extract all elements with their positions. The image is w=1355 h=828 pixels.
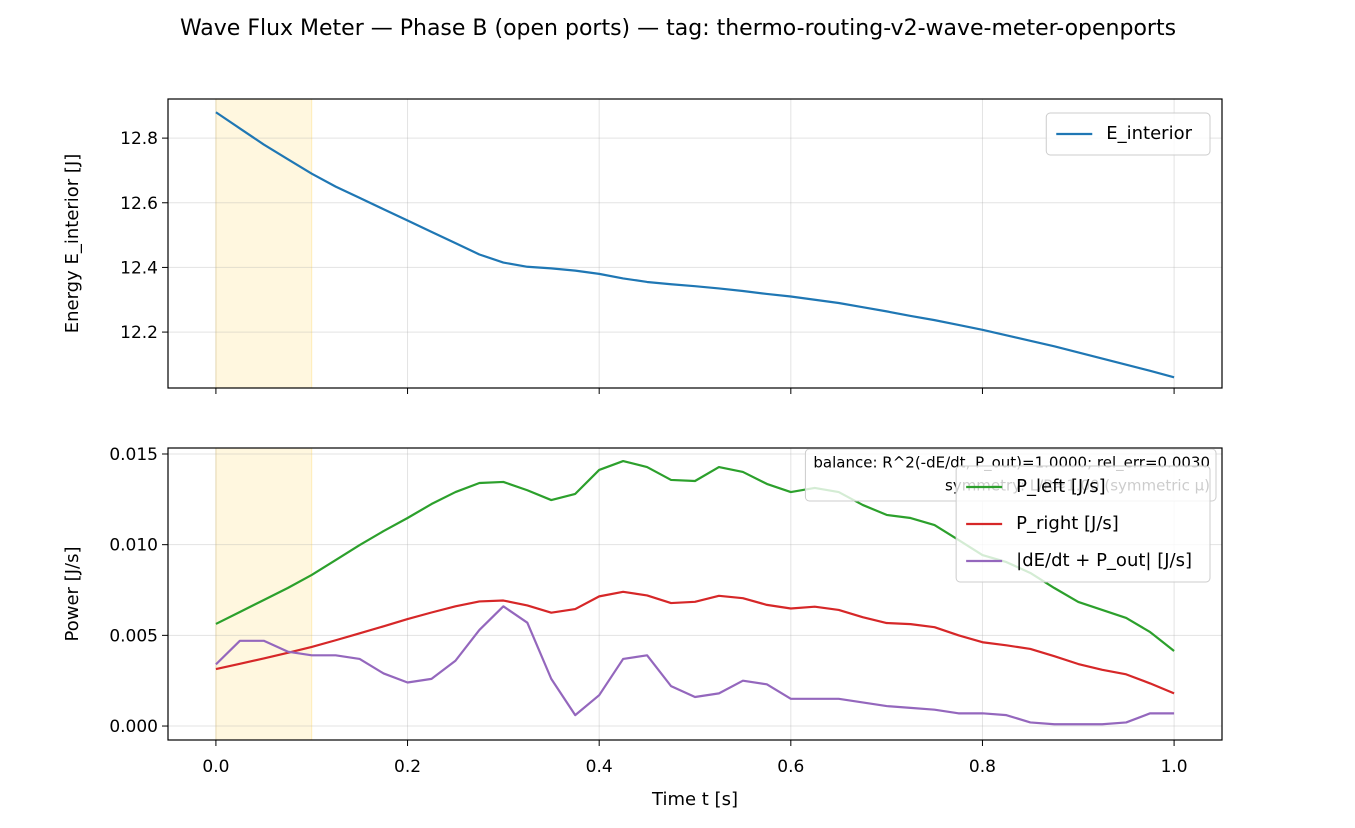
y-axis-label: Energy E_interior [J] <box>62 154 83 334</box>
x-tick-label: 0.0 <box>202 757 229 777</box>
axes-frame <box>167 98 1223 389</box>
x-tick-label: 0.4 <box>586 757 613 777</box>
series-line <box>215 605 1175 726</box>
legend-box <box>1045 112 1211 156</box>
legend-box <box>955 465 1211 583</box>
x-tick-label: 0.8 <box>969 757 996 777</box>
x-axis-label: Time t [s] <box>651 789 738 810</box>
axes-frame <box>167 447 1223 741</box>
axes: 0.0 0.2 0.4 0.6 0.8 1.0 0.000 0.005 0.010 0.015 Po… <box>62 445 1223 810</box>
axes: 12.2 12.4 12.6 12.8 Energy E_interior [J] E_i… <box>62 98 1223 394</box>
series-line <box>215 111 1175 379</box>
legend-label: |dE/dt + P_out| [J/s] <box>1016 550 1192 571</box>
x-tick-label: 0.2 <box>394 757 421 777</box>
y-tick-label: 0.000 <box>109 717 158 737</box>
legend: E_interior <box>1045 112 1211 156</box>
legend-label: E_interior <box>1106 123 1192 144</box>
legend-label: P_right [J/s] <box>1016 513 1119 534</box>
highlight-span <box>215 98 313 389</box>
y-axis-label: Power [J/s] <box>62 547 83 642</box>
y-tick-label: 0.005 <box>109 626 158 646</box>
y-tick-label: 12.2 <box>120 323 158 343</box>
x-tick-label: 1.0 <box>1161 757 1188 777</box>
legend-label: P_left [J/s] <box>1016 476 1106 497</box>
highlight-span <box>215 447 313 741</box>
series-line <box>215 590 1175 695</box>
y-tick-label: 12.4 <box>120 258 158 278</box>
y-tick-label: 12.6 <box>120 194 158 214</box>
x-tick-label: 0.6 <box>777 757 804 777</box>
y-tick-label: 12.8 <box>120 129 158 149</box>
figure-title: Wave Flux Meter — Phase B (open ports) —… <box>180 16 1176 41</box>
y-tick-label: 0.010 <box>109 536 158 556</box>
legend: P_left [J/s] P_right [J/s] |dE/dt + P_out|… <box>955 465 1211 583</box>
y-tick-label: 0.015 <box>109 445 158 465</box>
